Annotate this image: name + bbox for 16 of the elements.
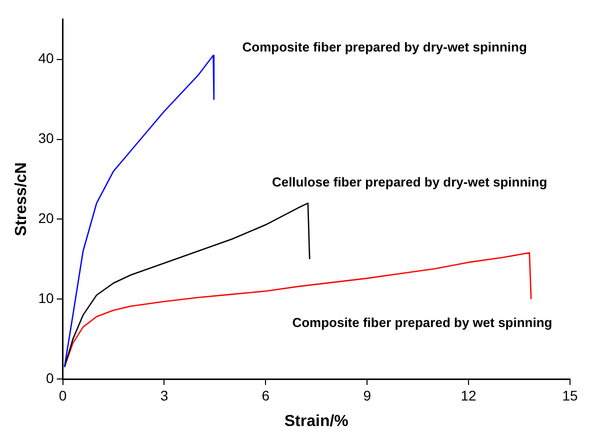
y-tick-label: 40: [38, 50, 54, 66]
x-tick-label: 3: [160, 387, 168, 404]
x-tick-label: 9: [363, 387, 372, 404]
y-tick-label: 10: [38, 290, 54, 306]
y-tick-label: 20: [38, 210, 54, 226]
x-tick-label: 12: [460, 387, 477, 404]
y-axis-title: Stress/cN: [13, 162, 30, 236]
text: Composite fiber prepared by wet spinning: [292, 314, 552, 330]
x-tick-label: 6: [262, 387, 270, 404]
x-axis-title: Strain/%: [284, 412, 348, 430]
x-tick-label: 15: [562, 387, 578, 404]
text: Composite fiber prepared by dry-wet spinning: [242, 40, 527, 55]
x-tick-label: 0: [58, 387, 67, 404]
text: Cellulose fiber prepared by dry-wet spinning: [272, 174, 548, 190]
y-tick-label: 30: [38, 130, 54, 146]
y-tick-label: 0: [46, 370, 54, 386]
